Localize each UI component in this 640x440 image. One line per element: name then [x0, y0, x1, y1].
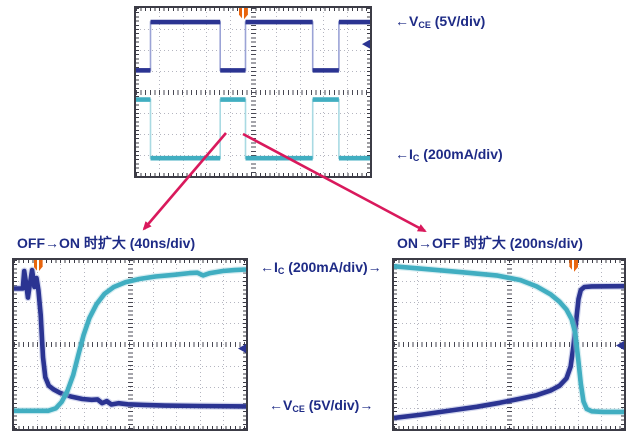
waveform-traces: [14, 266, 246, 415]
oscilloscope-overview: [134, 6, 372, 178]
center-graticule: [250, 8, 256, 176]
turn-off-title: ON→OFF 时扩大 (200ns/div): [397, 235, 583, 251]
label-subscript: CE: [418, 20, 431, 30]
waveform-traces: [394, 262, 624, 422]
label-text: ←I: [395, 146, 413, 162]
label-text: (200mA/div): [419, 146, 503, 162]
label-text: ←I: [260, 259, 278, 275]
label-text: (200mA/div)→: [284, 259, 382, 275]
label-text: ←V: [269, 397, 293, 413]
tick-marks: [14, 260, 17, 429]
tick-marks: [136, 8, 139, 176]
waveform-traces: [136, 19, 370, 161]
tick-marks: [243, 260, 246, 429]
zoom-vce-label: ←VCE (5V/div)→: [269, 397, 373, 417]
oscilloscope-turn-off-zoom: [392, 258, 626, 431]
trigger-marker-icon: [33, 260, 43, 272]
overview-ic-label: ←IC (200mA/div): [395, 146, 503, 166]
trigger-marker-icon: [238, 8, 248, 20]
trigger-marker-icon: [569, 260, 579, 272]
tick-marks: [14, 260, 246, 263]
label-text: ←V: [395, 13, 419, 29]
zoom-ic-label: ←IC (200mA/div)→: [260, 259, 382, 279]
oscilloscope-turn-on-zoom: [12, 258, 248, 431]
center-graticule: [506, 260, 512, 429]
label-text: (5V/div): [430, 13, 486, 29]
tick-marks: [394, 426, 624, 429]
trigger-level-marker-icon: [362, 39, 370, 49]
tick-marks: [367, 8, 370, 176]
trigger-level-marker-icon: [238, 344, 246, 353]
label-subscript: CE: [292, 404, 305, 414]
label-subscript: C: [277, 266, 285, 276]
overview-vce-label: ←VCE (5V/div): [395, 13, 485, 33]
tick-marks: [394, 260, 624, 263]
trigger-level-marker-icon: [616, 341, 624, 351]
center-graticule: [127, 260, 133, 429]
tick-marks: [14, 426, 246, 429]
tick-marks: [136, 8, 370, 11]
tick-marks: [394, 260, 397, 429]
label-text: (5V/div)→: [304, 397, 374, 413]
turn-on-title: OFF→ON 时扩大 (40ns/div): [17, 235, 196, 251]
